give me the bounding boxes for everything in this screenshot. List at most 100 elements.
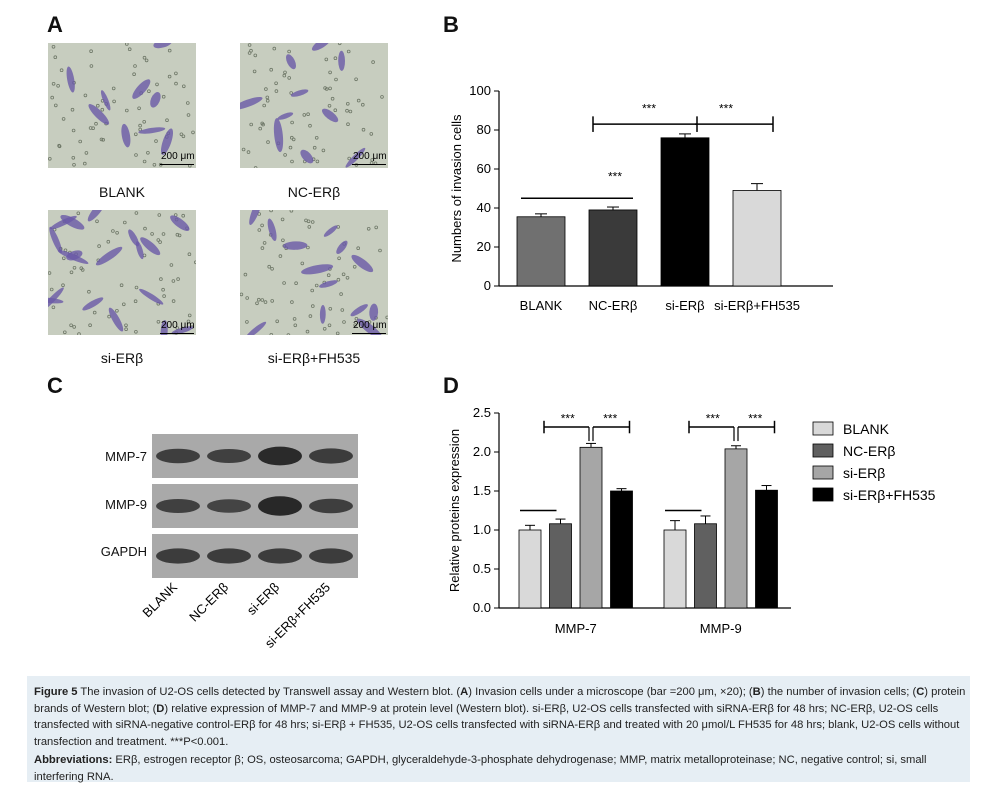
bar xyxy=(755,489,778,609)
membrane-pore xyxy=(274,81,278,86)
membrane-pore xyxy=(48,157,52,161)
invaded-cell xyxy=(336,240,348,254)
invaded-cell xyxy=(138,127,166,134)
protein-band xyxy=(309,548,353,564)
significance-label: *** xyxy=(603,411,617,425)
membrane-pore xyxy=(356,98,361,103)
caption-background xyxy=(27,676,970,782)
membrane-pore xyxy=(134,132,138,137)
membrane-pore xyxy=(269,67,274,72)
membrane-pore xyxy=(346,49,351,54)
blot-row-label: GAPDH xyxy=(100,544,147,559)
membrane-pore xyxy=(305,329,310,334)
membrane-pore xyxy=(245,320,249,324)
protein-band xyxy=(207,499,251,513)
blot-lane-label: NC-ERβ xyxy=(186,580,231,625)
membrane-pore xyxy=(106,239,111,244)
membrane-pore xyxy=(89,49,93,53)
membrane-pore xyxy=(336,277,341,282)
membrane-pore xyxy=(260,246,265,250)
membrane-pore xyxy=(258,126,263,131)
membrane-pore xyxy=(187,313,192,318)
membrane-pore xyxy=(256,297,261,302)
membrane-pore xyxy=(100,107,105,112)
bar xyxy=(724,448,748,609)
invaded-cell xyxy=(170,215,190,231)
membrane-pore xyxy=(346,122,350,126)
blot-lane-label: BLANK xyxy=(139,580,180,620)
membrane-pore xyxy=(157,213,162,217)
y-tick-label: 20 xyxy=(477,239,491,254)
membrane-pore xyxy=(354,317,359,321)
caption-text: ) relative expression of MMP-7 and MMP-9… xyxy=(34,702,960,748)
membrane-pore xyxy=(306,245,310,250)
membrane-pore xyxy=(361,127,366,132)
membrane-pore xyxy=(333,108,338,112)
membrane-pore xyxy=(72,325,77,329)
y-tick-label: 0.0 xyxy=(473,600,491,615)
y-tick-label: 2.0 xyxy=(473,444,491,459)
membrane-pore xyxy=(342,320,346,324)
membrane-pore xyxy=(263,300,268,304)
significance-label: *** xyxy=(706,411,720,425)
invaded-cell xyxy=(351,254,374,273)
x-tick-label: NC-ERβ xyxy=(589,298,638,313)
membrane-pore xyxy=(49,287,54,292)
membrane-pore xyxy=(260,298,265,302)
membrane-pore xyxy=(161,94,166,99)
membrane-pore xyxy=(143,226,147,231)
invaded-cell xyxy=(150,92,161,108)
membrane-pore xyxy=(283,153,287,157)
panel-letter-b: B xyxy=(443,12,459,37)
membrane-pore xyxy=(78,139,83,144)
bar xyxy=(518,529,542,609)
membrane-pore xyxy=(249,122,254,127)
membrane-pore xyxy=(255,301,259,306)
membrane-pore xyxy=(311,304,315,308)
protein-band xyxy=(207,449,251,463)
membrane-pore xyxy=(84,151,89,155)
invaded-cell xyxy=(311,43,332,51)
membrane-pore xyxy=(315,159,320,164)
abbreviations: Abbreviations: ERβ, estrogen receptor β;… xyxy=(34,752,969,785)
scale-bar xyxy=(352,333,386,334)
y-tick-label: 100 xyxy=(469,83,491,98)
membrane-pore xyxy=(345,276,350,280)
membrane-pore xyxy=(186,319,191,324)
membrane-pore xyxy=(287,76,291,80)
y-tick-label: 80 xyxy=(477,122,491,137)
membrane-pore xyxy=(72,265,77,270)
membrane-pore xyxy=(369,132,374,136)
membrane-pore xyxy=(272,46,277,51)
membrane-pore xyxy=(290,120,294,125)
membrane-pore xyxy=(94,121,98,126)
membrane-pore xyxy=(346,101,350,106)
membrane-pore xyxy=(156,238,161,242)
invaded-cell xyxy=(88,104,110,125)
membrane-pore xyxy=(246,150,251,154)
membrane-pore xyxy=(125,108,129,113)
scale-bar xyxy=(352,164,386,165)
membrane-pore xyxy=(252,69,257,74)
invaded-cell xyxy=(87,210,106,222)
membrane-pore xyxy=(134,285,139,290)
y-tick-label: 0 xyxy=(484,278,491,293)
membrane-pore xyxy=(267,264,272,269)
membrane-pore xyxy=(79,266,84,270)
membrane-pore xyxy=(61,283,65,287)
bar xyxy=(588,209,638,287)
bar xyxy=(732,190,782,287)
caption-ref: D xyxy=(156,702,165,715)
membrane-pore xyxy=(111,229,115,233)
membrane-pore xyxy=(107,314,111,319)
y-axis-label: Numbers of invasion cells xyxy=(449,114,464,263)
membrane-pore xyxy=(253,53,258,58)
micrograph-si-erb xyxy=(48,210,196,335)
y-axis-label: Relative proteins expression xyxy=(447,429,462,592)
membrane-pore xyxy=(356,246,360,250)
membrane-pore xyxy=(257,228,262,232)
legend-label: BLANK xyxy=(843,421,890,437)
membrane-pore xyxy=(171,299,176,303)
membrane-pore xyxy=(89,64,94,68)
